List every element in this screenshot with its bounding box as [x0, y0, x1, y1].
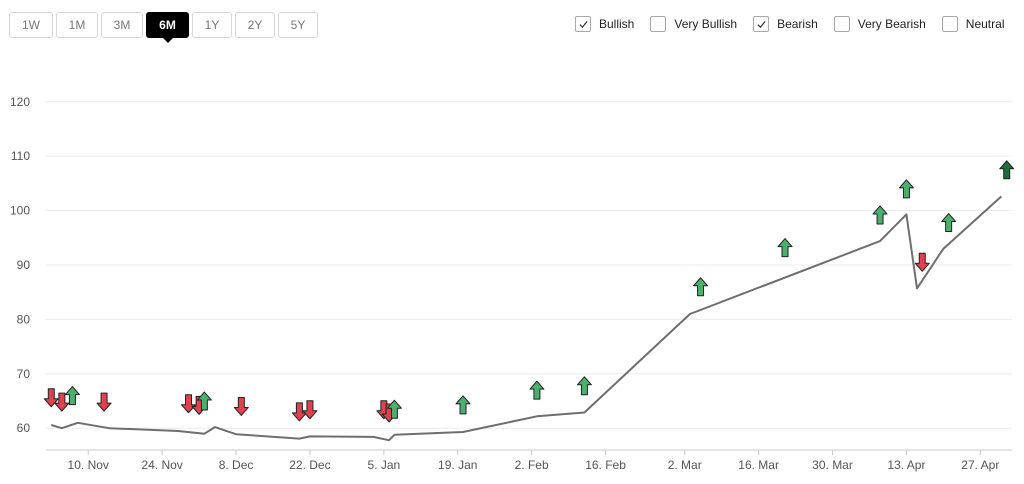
- x-tick-label: 2. Feb: [515, 458, 549, 472]
- range-button-1m[interactable]: 1M: [56, 12, 98, 38]
- range-button-6m[interactable]: 6M: [146, 12, 189, 43]
- x-tick-label: 30. Mar: [812, 458, 853, 472]
- x-tick-label: 8. Dec: [219, 458, 254, 472]
- x-tick-label: 19. Jan: [438, 458, 477, 472]
- x-tick-label: 13. Apr: [887, 458, 925, 472]
- filter-bearish[interactable]: Bearish: [753, 16, 818, 32]
- filter-very-bullish-checkbox[interactable]: [650, 16, 667, 32]
- x-tick-label: 27. Apr: [961, 458, 999, 472]
- bearish-arrow-marker: [96, 392, 112, 412]
- time-range-selector: 1W 1M 3M 6M 1Y 2Y 5Y: [9, 12, 318, 43]
- y-tick-label: 120: [10, 95, 30, 109]
- bullish-arrow-marker: [64, 386, 80, 406]
- bearish-arrow-marker: [43, 388, 59, 408]
- filter-neutral-label: Neutral: [965, 17, 1005, 31]
- range-button-1w[interactable]: 1W: [9, 12, 53, 38]
- filter-very-bearish-label: Very Bearish: [857, 17, 926, 31]
- x-tick-label: 16. Feb: [585, 458, 626, 472]
- bullish-arrow-marker: [898, 179, 914, 199]
- x-tick-label: 24. Nov: [141, 458, 182, 472]
- y-tick-label: 90: [17, 258, 31, 272]
- price-line: [51, 195, 1003, 442]
- range-button-3m[interactable]: 3M: [101, 12, 143, 38]
- very-bullish-arrow-marker: [999, 160, 1015, 180]
- y-tick-label: 110: [11, 149, 30, 163]
- x-tick-label: 16. Mar: [738, 458, 779, 472]
- y-tick-label: 100: [10, 204, 30, 218]
- checkmark-icon: [578, 20, 588, 28]
- x-tick-label: 2. Mar: [668, 458, 702, 472]
- bullish-arrow-marker: [872, 205, 888, 225]
- filter-very-bullish[interactable]: Very Bullish: [650, 16, 737, 32]
- filter-bullish[interactable]: Bullish: [575, 16, 634, 32]
- x-tick-label: 10. Nov: [68, 458, 109, 472]
- filter-very-bullish-label: Very Bullish: [674, 17, 738, 31]
- filter-neutral[interactable]: Neutral: [941, 16, 1005, 32]
- checkmark-icon: [757, 20, 766, 28]
- filter-bullish-label: Bullish: [599, 17, 635, 31]
- y-tick-label: 80: [17, 312, 31, 326]
- filter-bearish-checkbox[interactable]: [753, 16, 770, 32]
- bullish-arrow-marker: [576, 376, 592, 396]
- filter-neutral-checkbox[interactable]: [941, 16, 958, 32]
- filter-very-bearish-checkbox[interactable]: [833, 16, 850, 32]
- bearish-arrow-marker: [54, 392, 70, 412]
- range-button-2y[interactable]: 2Y: [235, 12, 275, 38]
- bearish-arrow-marker: [914, 252, 930, 272]
- bullish-arrow-marker: [386, 399, 402, 419]
- sentiment-filters: Bullish Very Bullish Bearish Very Bearish Ne…: [575, 16, 1004, 32]
- bearish-arrow-marker: [302, 400, 318, 420]
- filter-bullish-checkbox[interactable]: [575, 16, 591, 32]
- x-tick-label: 5. Jan: [367, 458, 400, 472]
- y-tick-label: 70: [17, 367, 31, 381]
- bullish-arrow-marker: [196, 391, 212, 411]
- range-button-1y[interactable]: 1Y: [192, 12, 232, 38]
- filter-bearish-label: Bearish: [777, 17, 818, 31]
- bullish-arrow-marker: [529, 380, 545, 400]
- bullish-arrow-marker: [455, 395, 471, 415]
- bullish-arrow-marker: [693, 277, 709, 297]
- range-button-5y[interactable]: 5Y: [278, 12, 318, 38]
- bullish-arrow-marker: [777, 238, 793, 258]
- x-tick-label: 22. Dec: [289, 458, 330, 472]
- filter-very-bearish[interactable]: Very Bearish: [833, 16, 926, 32]
- bullish-arrow-marker: [941, 213, 957, 233]
- bearish-arrow-marker: [233, 396, 249, 416]
- y-tick-label: 60: [17, 421, 31, 435]
- bearish-arrow-marker: [181, 394, 197, 414]
